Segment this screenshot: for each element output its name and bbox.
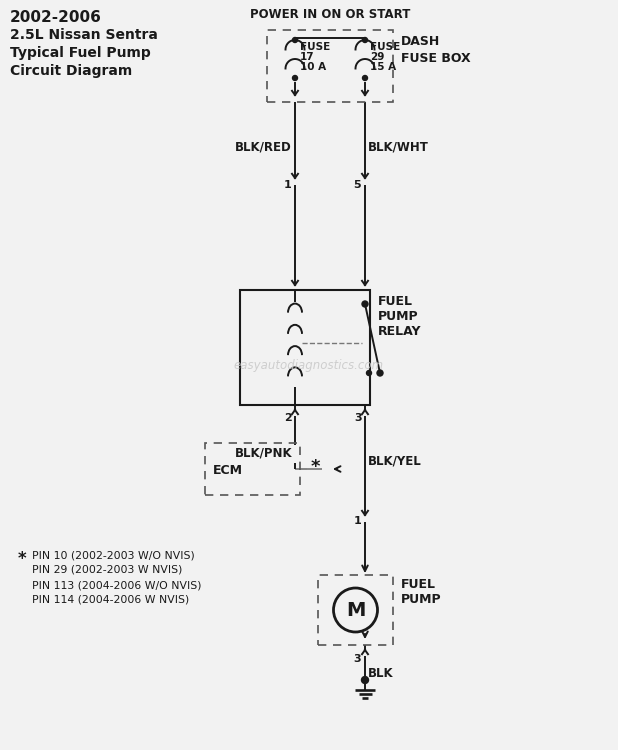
Text: M: M [346, 601, 365, 619]
Text: 5: 5 [353, 180, 361, 190]
Text: DASH: DASH [401, 35, 440, 48]
Text: POWER IN ON OR START: POWER IN ON OR START [250, 8, 410, 21]
Text: BLK: BLK [368, 667, 394, 680]
Text: 1: 1 [283, 180, 291, 190]
Text: Circuit Diagram: Circuit Diagram [10, 64, 132, 78]
Text: PIN 114 (2004-2006 W NVIS): PIN 114 (2004-2006 W NVIS) [32, 595, 189, 605]
Text: PUMP: PUMP [401, 593, 442, 606]
Text: 15 A: 15 A [370, 62, 396, 72]
Circle shape [292, 76, 297, 80]
Circle shape [377, 370, 383, 376]
Text: 10 A: 10 A [300, 62, 326, 72]
Bar [318, 575, 393, 645]
Text: 29: 29 [370, 52, 384, 62]
Text: PIN 113 (2004-2006 W/O NVIS): PIN 113 (2004-2006 W/O NVIS) [32, 580, 201, 590]
Text: 3: 3 [353, 654, 361, 664]
Text: BLK/YEL: BLK/YEL [368, 455, 421, 468]
Circle shape [366, 370, 371, 376]
Text: Typical Fuel Pump: Typical Fuel Pump [10, 46, 151, 60]
Bar [267, 30, 393, 102]
Text: PIN 29 (2002-2003 W NVIS): PIN 29 (2002-2003 W NVIS) [32, 565, 182, 575]
Text: RELAY: RELAY [378, 325, 421, 338]
Text: FUEL: FUEL [401, 578, 436, 591]
Text: FUSE BOX: FUSE BOX [401, 52, 471, 65]
Text: BLK/PNK: BLK/PNK [234, 447, 292, 460]
Text: BLK/WHT: BLK/WHT [368, 140, 429, 153]
Text: PIN 10 (2002-2003 W/O NVIS): PIN 10 (2002-2003 W/O NVIS) [32, 550, 195, 560]
Text: 17: 17 [300, 52, 315, 62]
Text: 2002-2006: 2002-2006 [10, 10, 102, 25]
Bar [205, 443, 300, 495]
Text: easyautodiagnostics.com: easyautodiagnostics.com [234, 358, 384, 371]
Text: FUSE: FUSE [370, 42, 400, 52]
Circle shape [363, 38, 368, 43]
Circle shape [362, 676, 368, 683]
Circle shape [292, 38, 297, 43]
Text: 3: 3 [354, 413, 362, 423]
Text: 1: 1 [353, 516, 361, 526]
Text: *: * [310, 458, 320, 476]
Text: FUEL: FUEL [378, 295, 413, 308]
Text: FUSE: FUSE [300, 42, 330, 52]
Circle shape [363, 76, 368, 80]
Circle shape [362, 301, 368, 307]
Text: 2.5L Nissan Sentra: 2.5L Nissan Sentra [10, 28, 158, 42]
Text: *: * [18, 550, 27, 568]
Text: BLK/RED: BLK/RED [235, 140, 292, 153]
Bar [240, 290, 370, 405]
Text: 2: 2 [284, 413, 292, 423]
Text: PUMP: PUMP [378, 310, 418, 323]
Text: ECM: ECM [213, 464, 243, 477]
